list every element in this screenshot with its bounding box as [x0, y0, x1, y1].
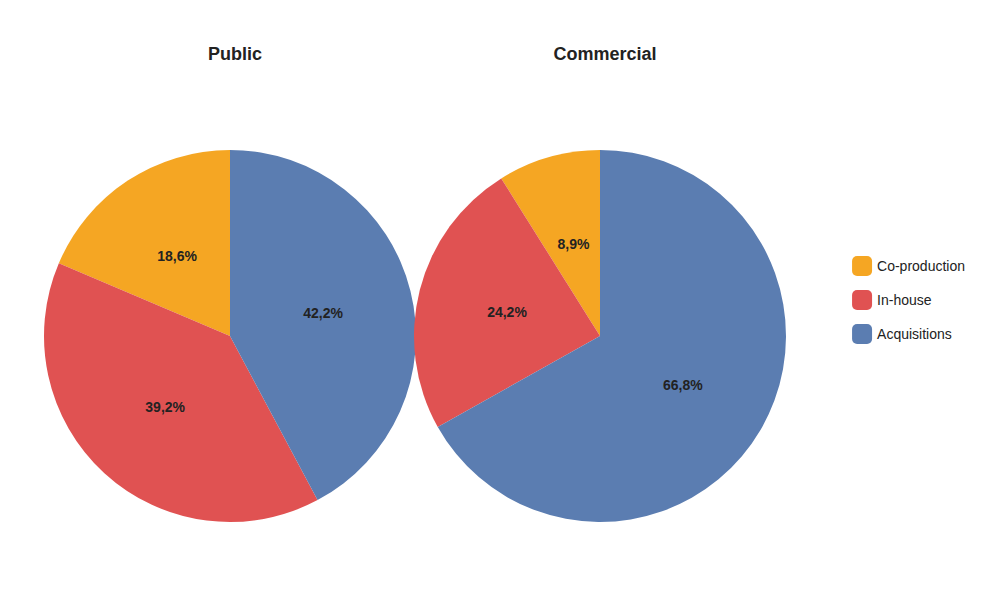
- svg-text:8,9%: 8,9%: [558, 236, 590, 252]
- svg-text:Commercial: Commercial: [553, 44, 656, 64]
- svg-text:Acquisitions: Acquisitions: [877, 326, 952, 342]
- svg-text:39,2%: 39,2%: [145, 399, 185, 415]
- svg-text:66,8%: 66,8%: [663, 377, 703, 393]
- svg-text:18,6%: 18,6%: [157, 248, 197, 264]
- svg-text:Co-production: Co-production: [877, 258, 965, 274]
- svg-text:Public: Public: [208, 44, 262, 64]
- svg-text:In-house: In-house: [877, 292, 932, 308]
- svg-text:24,2%: 24,2%: [487, 304, 527, 320]
- svg-text:42,2%: 42,2%: [303, 305, 343, 321]
